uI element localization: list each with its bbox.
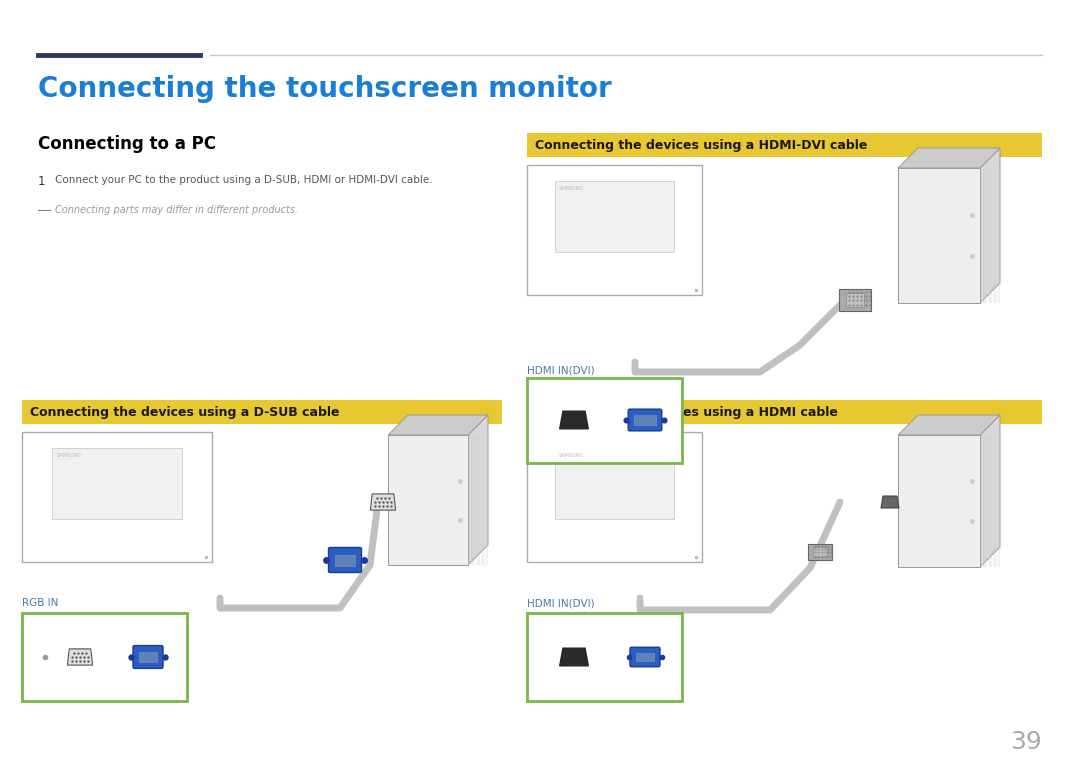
Bar: [22, 400, 502, 424]
Text: Connecting to a PC: Connecting to a PC: [38, 135, 216, 153]
FancyBboxPatch shape: [630, 647, 660, 667]
FancyBboxPatch shape: [629, 409, 662, 431]
Bar: [527, 378, 681, 463]
FancyBboxPatch shape: [133, 645, 163, 668]
Text: SAMSUNG: SAMSUNG: [56, 452, 81, 458]
Polygon shape: [881, 496, 899, 508]
Polygon shape: [67, 649, 93, 665]
Bar: [839, 289, 872, 311]
FancyBboxPatch shape: [328, 548, 362, 572]
Text: SAMSUNG: SAMSUNG: [559, 452, 584, 458]
Polygon shape: [559, 649, 589, 666]
Bar: [139, 652, 157, 662]
Text: SAMSUNG: SAMSUNG: [559, 185, 584, 191]
Polygon shape: [980, 148, 1000, 303]
Bar: [897, 435, 980, 567]
Text: 1: 1: [38, 175, 45, 188]
Bar: [813, 546, 827, 558]
Bar: [527, 165, 702, 295]
Polygon shape: [468, 415, 488, 565]
Text: Connecting parts may differ in different products.: Connecting parts may differ in different…: [55, 205, 298, 215]
Text: HDMI IN(DVI): HDMI IN(DVI): [527, 365, 595, 375]
Polygon shape: [897, 148, 1000, 168]
Bar: [897, 168, 980, 303]
Bar: [22, 432, 212, 562]
Bar: [53, 448, 181, 519]
Bar: [388, 435, 468, 565]
Bar: [555, 181, 674, 252]
Text: Connecting the devices using a D-SUB cable: Connecting the devices using a D-SUB cab…: [30, 405, 339, 418]
Text: Connecting the devices using a HDMI cable: Connecting the devices using a HDMI cabl…: [535, 405, 838, 418]
Polygon shape: [370, 494, 395, 510]
Polygon shape: [897, 415, 1000, 435]
Bar: [335, 555, 354, 565]
Bar: [527, 400, 1042, 424]
Text: Connecting the devices using a HDMI-DVI cable: Connecting the devices using a HDMI-DVI …: [535, 139, 867, 152]
Text: HDMI IN(DVI): HDMI IN(DVI): [527, 598, 595, 608]
Bar: [22, 613, 187, 701]
Text: RGB IN: RGB IN: [22, 598, 58, 608]
Bar: [527, 432, 702, 562]
Bar: [635, 653, 654, 661]
Bar: [808, 543, 833, 561]
Bar: [527, 133, 1042, 157]
Polygon shape: [388, 415, 488, 435]
Bar: [555, 448, 674, 519]
Bar: [527, 613, 681, 701]
Text: Connecting the touchscreen monitor: Connecting the touchscreen monitor: [38, 75, 611, 103]
Bar: [846, 293, 864, 307]
Bar: [634, 415, 656, 425]
Text: Connect your PC to the product using a D-SUB, HDMI or HDMI-DVI cable.: Connect your PC to the product using a D…: [55, 175, 433, 185]
Text: 39: 39: [1010, 730, 1042, 754]
Polygon shape: [559, 411, 589, 429]
Polygon shape: [980, 415, 1000, 567]
